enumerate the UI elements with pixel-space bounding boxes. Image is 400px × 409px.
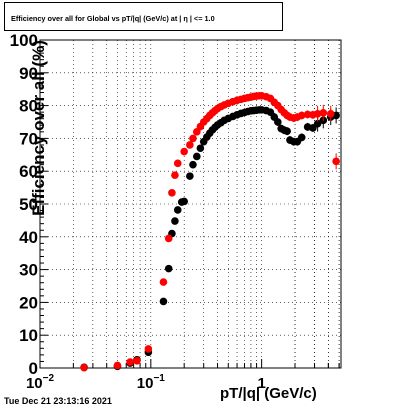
data-point <box>113 361 122 370</box>
series-1 <box>80 91 340 372</box>
data-point <box>283 127 291 135</box>
y-tick-label: 100 <box>10 31 38 50</box>
data-point <box>171 217 179 225</box>
y-tick-label: 80 <box>19 97 38 116</box>
y-tick-label: 90 <box>19 64 38 83</box>
x-tick-label: 10−2 <box>26 373 55 392</box>
data-point <box>126 358 134 366</box>
y-tick-label: 20 <box>19 293 38 312</box>
data-series <box>80 91 340 372</box>
x-tick-label: 1 <box>257 375 265 392</box>
data-point <box>193 152 201 161</box>
y-tick-label: 0 <box>29 359 38 378</box>
x-tick-label: 10−1 <box>137 373 166 392</box>
data-point <box>196 144 205 153</box>
data-point <box>313 119 322 128</box>
y-tick-label: 50 <box>19 195 38 214</box>
data-point <box>189 134 197 143</box>
chart-title-box: Efficiency over all for Global vs pT/|q|… <box>4 2 283 31</box>
y-tick-label: 60 <box>19 162 38 181</box>
data-point <box>171 171 179 179</box>
data-point <box>186 172 194 180</box>
data-point <box>297 111 306 120</box>
data-point <box>80 363 88 372</box>
data-point <box>313 110 322 118</box>
data-point <box>180 147 188 156</box>
data-point <box>180 197 188 206</box>
data-point <box>326 110 335 118</box>
data-point <box>159 278 168 286</box>
y-tick-label: 40 <box>19 228 38 247</box>
y-tick-label: 70 <box>19 129 38 148</box>
data-point <box>133 356 141 365</box>
data-point <box>173 159 182 168</box>
chart-title: Efficiency over all for Global vs pT/|q|… <box>11 14 215 23</box>
data-point <box>164 234 173 243</box>
data-point <box>168 189 176 197</box>
y-axis-label: Efficiency over all (%) <box>29 40 48 216</box>
data-point <box>159 297 168 306</box>
data-point <box>274 118 282 126</box>
data-point <box>332 157 340 166</box>
x-axis-label: pT/|q| (GeV/c) <box>220 385 317 402</box>
y-tick-label: 30 <box>19 261 38 280</box>
data-point <box>164 264 173 273</box>
data-point <box>297 133 306 142</box>
data-point <box>144 345 153 353</box>
data-point <box>319 109 328 117</box>
y-tick-label: 10 <box>19 326 38 345</box>
timestamp: Tue Dec 21 23:13:16 2021 <box>4 396 112 406</box>
grid-lines <box>40 40 341 368</box>
data-point <box>186 141 194 149</box>
data-point <box>189 160 197 169</box>
data-point <box>173 206 182 214</box>
plot-frame <box>39 39 342 369</box>
